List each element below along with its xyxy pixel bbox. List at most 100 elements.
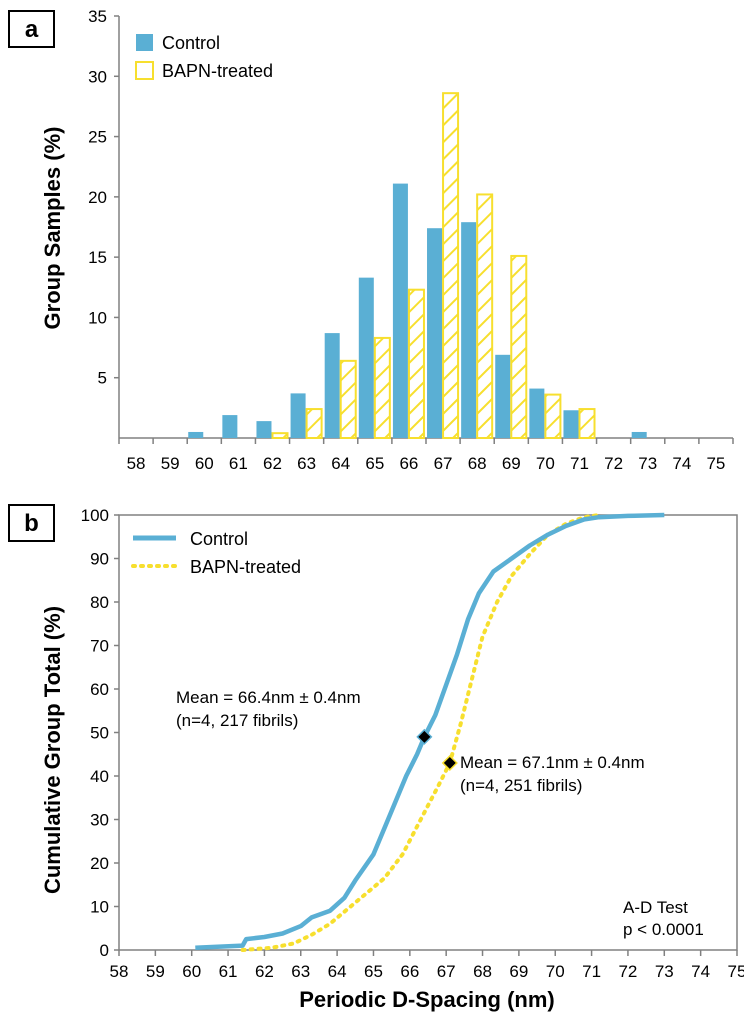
y-tick-label: 5 [98, 369, 107, 388]
panel-b-y-axis-title: Cumulative Group Total (%) [40, 606, 65, 894]
panel-a-ticks: 5 10 15 20 25 30 35 58 59 60 61 62 63 64 65 66 67 68 69 70 7… [88, 7, 734, 473]
y-tick-label: 20 [88, 188, 107, 207]
panel-a-label: a [25, 16, 39, 43]
mean-marker-bapn [441, 754, 458, 772]
x-tick-label: 63 [291, 962, 310, 981]
x-tick-label: 58 [110, 962, 129, 981]
panel-a-y-axis-title: Group Samples (%) [40, 127, 65, 330]
x-tick-label: 73 [655, 962, 674, 981]
bar-control [392, 183, 408, 438]
y-tick-label: 30 [88, 67, 107, 86]
panel-a: a 5 10 15 20 25 30 35 58 59 60 61 62 63 64 65 66 67 68 69 7… [8, 7, 734, 473]
legend-control-swatch [136, 34, 153, 51]
panel-b-legend: Control BAPN-treated [131, 529, 301, 577]
x-tick-label: 71 [582, 962, 601, 981]
y-tick-label: 0 [100, 941, 109, 960]
x-tick-label: 64 [328, 962, 347, 981]
bar-control [631, 431, 647, 438]
x-tick-label: 60 [195, 454, 214, 473]
bar-control [461, 222, 477, 438]
bar-control [358, 277, 374, 438]
x-tick-label: 59 [161, 454, 180, 473]
x-tick-label: 60 [182, 962, 201, 981]
mean-bapn-line2: (n=4, 251 fibrils) [460, 776, 582, 795]
y-tick-label: 80 [90, 593, 109, 612]
bar-bapn [442, 92, 460, 439]
x-tick-label: 69 [509, 962, 528, 981]
x-tick-label: 61 [219, 962, 238, 981]
y-tick-label: 70 [90, 637, 109, 656]
x-tick-label: 63 [297, 454, 316, 473]
mean-control-line2: (n=4, 217 fibrils) [176, 711, 298, 730]
legend-bapn-label: BAPN-treated [190, 557, 301, 577]
legend-control-label: Control [162, 33, 220, 53]
y-tick-label: 10 [88, 308, 107, 327]
y-tick-label: 50 [90, 724, 109, 743]
bar-control [290, 393, 306, 438]
bar-bapn [305, 408, 323, 440]
x-tick-label: 62 [263, 454, 282, 473]
mean-bapn-line1: Mean = 67.1nm ± 0.4nm [460, 753, 645, 772]
y-tick-label: 60 [90, 680, 109, 699]
panel-b: b 0 10 20 30 40 50 60 70 80 90 100 58 59 60 61 62 63 64 65… [8, 504, 744, 1012]
x-tick-label: 72 [604, 454, 623, 473]
y-tick-label: 15 [88, 248, 107, 267]
legend-bapn-swatch [135, 61, 154, 80]
bar-control [529, 388, 545, 438]
y-tick-label: 90 [90, 550, 109, 569]
bar-control [324, 333, 340, 438]
panel-b-label: b [24, 510, 39, 537]
y-tick-label: 20 [90, 854, 109, 873]
panel-a-legend: Control BAPN-treated [135, 33, 273, 81]
x-tick-label: 59 [146, 962, 165, 981]
bar-control [256, 421, 272, 438]
x-tick-label: 62 [255, 962, 274, 981]
series-line-bapn [240, 513, 601, 952]
bar-bapn [271, 432, 289, 440]
y-tick-label: 10 [90, 898, 109, 917]
series-line-control [195, 512, 665, 951]
x-tick-label: 68 [468, 454, 487, 473]
x-tick-label: 68 [473, 962, 492, 981]
bar-control [563, 410, 579, 438]
bar-control [427, 228, 443, 438]
panel-b-lines [195, 512, 665, 952]
x-tick-label: 67 [437, 962, 456, 981]
test-pvalue: p < 0.0001 [623, 920, 704, 939]
x-tick-label: 69 [502, 454, 521, 473]
x-tick-label: 66 [399, 454, 418, 473]
panel-b-ticks: 0 10 20 30 40 50 60 70 80 90 100 58 59 60 61 62 63 64 65 66… [81, 506, 744, 981]
panel-b-label-box [8, 504, 55, 542]
legend-control-label: Control [190, 529, 248, 549]
x-tick-label: 75 [706, 454, 725, 473]
mean-marker-control [416, 728, 433, 745]
panel-b-x-axis-title: Periodic D-Spacing (nm) [299, 987, 554, 1012]
x-tick-label: 73 [638, 454, 657, 473]
x-tick-label: 67 [434, 454, 453, 473]
bar-bapn [578, 408, 596, 440]
panel-a-bars [188, 92, 647, 440]
bar-bapn [476, 193, 494, 439]
panel-b-mean-markers [416, 728, 458, 772]
x-tick-label: 66 [400, 962, 419, 981]
bar-bapn [373, 336, 391, 440]
bar-bapn [407, 288, 425, 439]
test-name: A-D Test [623, 898, 688, 917]
bar-control [188, 431, 204, 438]
x-tick-label: 58 [127, 454, 146, 473]
x-tick-label: 72 [618, 962, 637, 981]
bar-bapn [339, 359, 357, 439]
bar-control [222, 415, 238, 438]
bar-bapn [544, 393, 562, 440]
x-tick-label: 74 [691, 962, 710, 981]
x-tick-label: 65 [364, 962, 383, 981]
bar-control [495, 354, 511, 438]
y-tick-label: 100 [81, 506, 109, 525]
panel-a-label-box [8, 10, 55, 48]
y-tick-label: 40 [90, 767, 109, 786]
legend-bapn-label: BAPN-treated [162, 61, 273, 81]
x-tick-label: 70 [546, 962, 565, 981]
x-tick-label: 74 [672, 454, 691, 473]
y-tick-label: 30 [90, 811, 109, 830]
